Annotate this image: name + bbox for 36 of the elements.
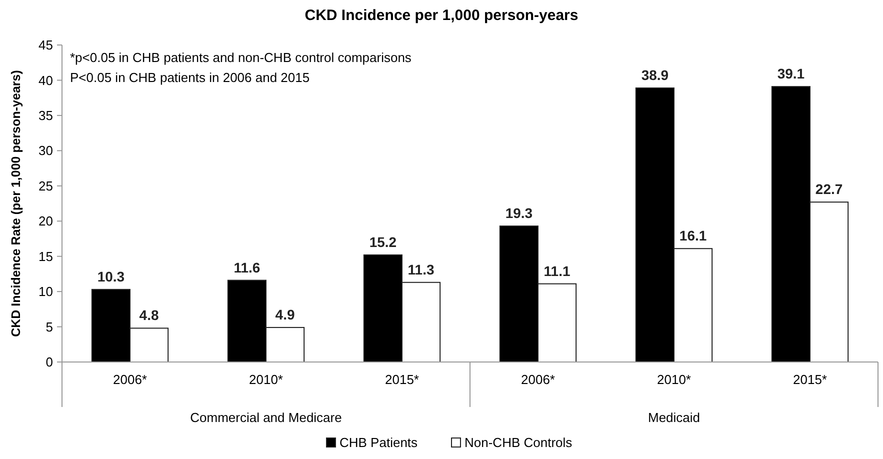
x-tick-label: 2015*: [385, 372, 419, 387]
data-label: 11.6: [234, 259, 260, 276]
y-tick-label: 10: [38, 284, 53, 300]
data-label: 10.3: [97, 268, 125, 284]
data-label: 39.1: [777, 66, 805, 82]
data-label: 15.2: [369, 234, 397, 250]
data-label: 11.1: [544, 262, 570, 279]
x-tick-label: 2006*: [113, 372, 147, 387]
text: Medicaid: [648, 410, 700, 425]
y-tick-label: 25: [38, 178, 53, 194]
y-tick-label: 35: [38, 108, 53, 123]
y-tick-label: 40: [38, 72, 53, 88]
annotation: *p<0.05 in CHB patients and non-CHB control comparisons: [70, 50, 412, 65]
y-axis-title: CKD Incidence Rate (per 1,000 person-years): [9, 70, 23, 337]
x-tick-label: 2010*: [657, 372, 691, 387]
data-label: 11.3: [408, 261, 434, 278]
annotation: P<0.05 in CHB patients in 2006 and 2015: [70, 70, 310, 85]
data-label: 19.3: [505, 205, 533, 222]
y-tick-label: 30: [38, 143, 53, 158]
text: Commercial and Medicare: [190, 410, 342, 425]
x-tick-label: 2006*: [521, 372, 555, 387]
data-label: 4.8: [139, 307, 159, 324]
y-tick-label: 15: [38, 248, 53, 264]
legend-label: CHB Patients: [340, 435, 418, 450]
legend-label: Non-CHB Controls: [464, 435, 573, 450]
y-tick-label: 0: [46, 354, 53, 370]
data-label: 16.1: [679, 228, 707, 244]
x-tick-label: 2015*: [793, 372, 827, 387]
y-tick-label: 5: [46, 319, 53, 334]
x-tick-label: 2010*: [249, 372, 283, 387]
data-label: 38.9: [641, 66, 669, 83]
data-label: 22.7: [815, 181, 843, 198]
chart-title: CKD Incidence per 1,000 person-years: [304, 7, 578, 24]
data-label: 4.9: [275, 306, 295, 322]
y-tick-label: 20: [38, 214, 53, 229]
y-tick-label: 45: [38, 38, 53, 53]
